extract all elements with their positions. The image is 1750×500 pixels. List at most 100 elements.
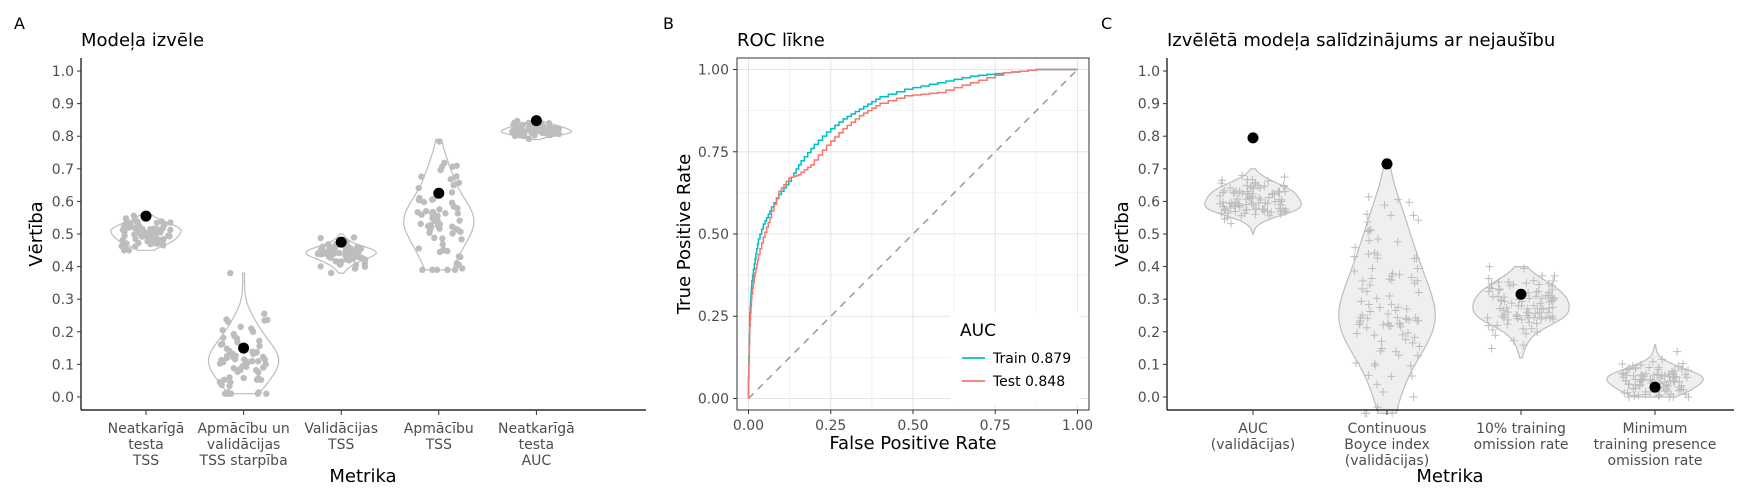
data-point [132, 224, 140, 231]
data-point [1522, 279, 1531, 288]
data-point [1408, 338, 1417, 347]
data-point [1413, 351, 1422, 360]
data-point [420, 198, 428, 206]
data-point [1350, 252, 1359, 261]
data-point [415, 184, 422, 192]
data-point [1247, 198, 1256, 207]
x-tick-label: 0.00 [733, 418, 764, 434]
data-point [1279, 182, 1288, 191]
data-point [419, 266, 426, 274]
data-point [448, 199, 456, 206]
data-point [155, 237, 163, 244]
data-point [219, 327, 226, 334]
x-tick-label: Validācijas TSS [304, 421, 378, 453]
data-point [1525, 318, 1534, 327]
data-point [1532, 288, 1541, 297]
y-tick-label: 0.9 [52, 97, 74, 113]
data-point [240, 356, 248, 363]
data-point [1517, 315, 1526, 324]
data-point [1395, 320, 1404, 329]
data-point [1276, 200, 1285, 209]
panel-b-xlabel: False Positive Rate [829, 433, 996, 454]
data-point [1487, 344, 1496, 353]
data-point [1230, 189, 1239, 198]
data-point [167, 219, 174, 226]
legend: AUC Train 0.879 Test 0.848 [950, 313, 1080, 405]
data-point [525, 124, 532, 132]
data-point [1274, 195, 1283, 204]
data-point [1380, 201, 1389, 210]
data-point [1220, 214, 1229, 223]
data-point [1248, 192, 1257, 201]
data-point [237, 323, 244, 331]
panel-b-ylabel: True Positive Rate [674, 154, 695, 315]
data-point [418, 173, 425, 180]
data-point [1657, 372, 1666, 381]
data-point [1280, 207, 1289, 216]
data-point [1640, 372, 1649, 381]
x-tick-label: Neatkarīgā testa TSS [108, 421, 185, 469]
data-point [1358, 311, 1367, 320]
data-point [1415, 342, 1424, 351]
y-tick-label: 0.9 [1138, 97, 1160, 113]
data-point [1504, 277, 1513, 286]
data-point [1379, 388, 1388, 397]
data-point [525, 135, 533, 143]
data-point [1407, 372, 1416, 381]
data-point [1631, 364, 1640, 373]
data-point [514, 117, 521, 125]
data-point [1494, 278, 1503, 287]
data-point [1548, 312, 1557, 321]
data-point [439, 235, 446, 242]
data-point [1403, 328, 1412, 337]
data-point [240, 374, 247, 382]
data-point [1364, 250, 1373, 259]
selected-model-point [1247, 132, 1259, 144]
data-point [1264, 193, 1273, 202]
data-point [1654, 365, 1663, 374]
roc-line-test [747, 68, 1078, 399]
data-point [1220, 186, 1229, 195]
data-point [1634, 391, 1643, 400]
data-point [1260, 182, 1269, 191]
data-point [437, 166, 444, 174]
data-point [1249, 200, 1258, 209]
data-point [1363, 314, 1372, 323]
data-point [1485, 262, 1494, 271]
data-point [1362, 210, 1371, 219]
data-point [1385, 291, 1394, 300]
data-point [350, 255, 357, 262]
data-point [414, 209, 421, 216]
data-point [1407, 273, 1416, 282]
data-point [1534, 287, 1543, 296]
data-point [1384, 319, 1393, 328]
data-point [429, 215, 436, 222]
y-tick-label: 0.50 [698, 227, 729, 243]
data-point [1530, 313, 1539, 322]
data-point [1487, 279, 1496, 288]
data-point [1504, 315, 1513, 324]
data-point [453, 260, 461, 267]
data-point [1364, 371, 1373, 380]
data-point [1372, 294, 1381, 303]
y-tick-label: 0.0 [1138, 390, 1160, 406]
data-point [1264, 177, 1273, 186]
data-point [1405, 198, 1414, 207]
data-point [1250, 179, 1259, 188]
selected-model-point [530, 115, 542, 127]
data-point [440, 246, 447, 253]
data-point [1274, 187, 1283, 196]
data-point [1393, 313, 1402, 322]
y-tick-label: 0.25 [698, 309, 729, 325]
data-point [263, 390, 270, 397]
data-point [1684, 366, 1693, 375]
data-point [545, 120, 553, 127]
data-point [1350, 266, 1359, 275]
y-tick-label: 1.00 [698, 63, 729, 79]
data-point [234, 339, 241, 346]
data-point [167, 226, 174, 234]
data-point [1410, 333, 1419, 342]
data-point [1535, 308, 1544, 317]
data-point [1493, 321, 1502, 330]
